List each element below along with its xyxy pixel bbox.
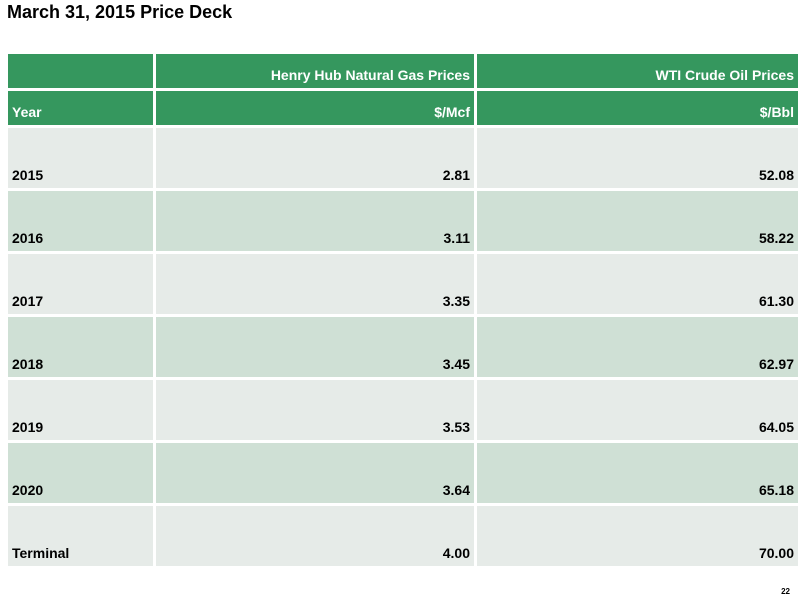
oil-price-cell: 70.00 xyxy=(477,506,798,566)
page-number: 22 xyxy=(781,587,790,596)
oil-price-cell: 58.22 xyxy=(477,191,798,251)
header-gas-unit: $/Mcf xyxy=(156,91,474,125)
gas-price-cell: 3.64 xyxy=(156,443,474,503)
year-cell: 2016 xyxy=(8,191,153,251)
gas-price-cell: 3.53 xyxy=(156,380,474,440)
gas-price-cell: 2.81 xyxy=(156,128,474,188)
page-title: March 31, 2015 Price Deck xyxy=(7,2,233,22)
year-cell: 2015 xyxy=(8,128,153,188)
table-row: 2019 3.53 64.05 xyxy=(8,380,798,440)
year-cell: 2020 xyxy=(8,443,153,503)
oil-price-cell: 52.08 xyxy=(477,128,798,188)
header-cell-empty xyxy=(8,54,153,88)
gas-price-cell: 3.11 xyxy=(156,191,474,251)
table-units-row: Year $/Mcf $/Bbl xyxy=(8,91,798,125)
gas-price-cell: 4.00 xyxy=(156,506,474,566)
price-deck-table: Henry Hub Natural Gas Prices WTI Crude O… xyxy=(5,51,800,569)
table-row: Terminal 4.00 70.00 xyxy=(8,506,798,566)
oil-price-cell: 62.97 xyxy=(477,317,798,377)
year-cell: 2017 xyxy=(8,254,153,314)
header-oil-unit: $/Bbl xyxy=(477,91,798,125)
oil-price-cell: 64.05 xyxy=(477,380,798,440)
gas-price-cell: 3.45 xyxy=(156,317,474,377)
header-oil-prices: WTI Crude Oil Prices xyxy=(477,54,798,88)
year-cell: Terminal xyxy=(8,506,153,566)
header-year: Year xyxy=(8,91,153,125)
oil-price-cell: 65.18 xyxy=(477,443,798,503)
year-cell: 2018 xyxy=(8,317,153,377)
table-row: 2017 3.35 61.30 xyxy=(8,254,798,314)
table-row: 2015 2.81 52.08 xyxy=(8,128,798,188)
table-row: 2018 3.45 62.97 xyxy=(8,317,798,377)
table-row: 2020 3.64 65.18 xyxy=(8,443,798,503)
oil-price-cell: 61.30 xyxy=(477,254,798,314)
year-cell: 2019 xyxy=(8,380,153,440)
table-header-row: Henry Hub Natural Gas Prices WTI Crude O… xyxy=(8,54,798,88)
header-gas-prices: Henry Hub Natural Gas Prices xyxy=(156,54,474,88)
table-row: 2016 3.11 58.22 xyxy=(8,191,798,251)
gas-price-cell: 3.35 xyxy=(156,254,474,314)
